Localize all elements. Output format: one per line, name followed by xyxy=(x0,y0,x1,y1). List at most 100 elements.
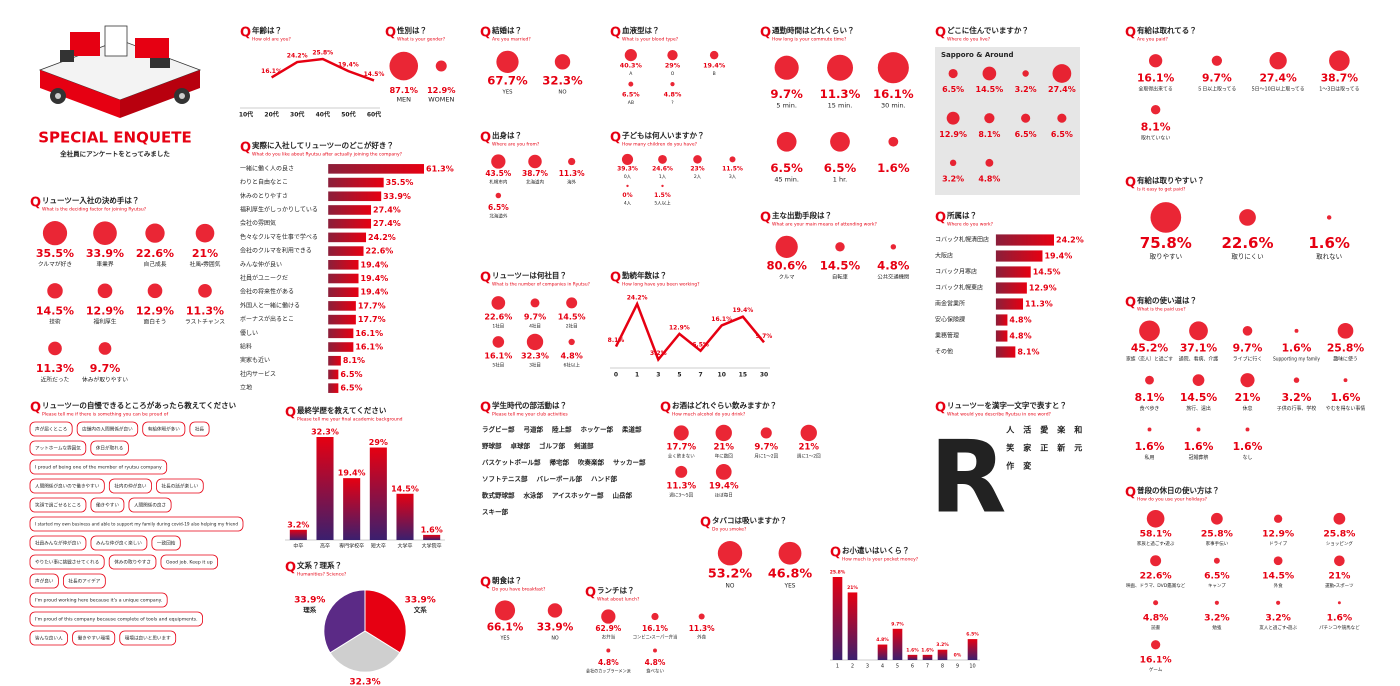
bubble xyxy=(949,159,957,167)
q-mark: Q xyxy=(830,546,841,561)
bubble xyxy=(1150,105,1161,115)
value-label: 27.4% xyxy=(1259,71,1297,84)
bubble xyxy=(198,283,212,298)
bubble xyxy=(530,298,540,308)
panel: Q 出身は？Where are you from?43.5%札幌市内38.7%北海… xyxy=(480,130,585,220)
bar xyxy=(328,177,384,188)
word: スキー部 xyxy=(482,507,509,516)
word: 笑顔で過ごせるところ xyxy=(35,502,81,509)
item-label: 3人 xyxy=(729,174,737,180)
speech-bubble xyxy=(108,554,157,570)
bubble xyxy=(890,244,897,250)
item-label: 文系 xyxy=(414,605,428,614)
word: I proud of being one of the member of ry… xyxy=(35,465,162,471)
value-label: 16.1% xyxy=(873,87,914,101)
bubble xyxy=(729,156,736,163)
bubble xyxy=(888,136,899,147)
value-label: 25.8% xyxy=(830,570,846,576)
q-mark: Q xyxy=(700,516,711,531)
x-label: 専門学校卒 xyxy=(339,543,364,550)
word: 作 xyxy=(1006,461,1014,471)
bubble xyxy=(651,612,659,621)
bubble xyxy=(1150,640,1161,650)
bar xyxy=(328,355,341,366)
value-label: 19.4% xyxy=(338,62,359,69)
bubble xyxy=(1147,427,1152,432)
subtitle: What is the deciding factor for joining … xyxy=(42,207,147,213)
speech-bubble xyxy=(29,516,244,532)
subtitle: Are you paid? xyxy=(1137,37,1168,43)
value-label: 4.8% xyxy=(1143,612,1169,623)
bubble xyxy=(568,338,575,346)
question: リューツーを漢字一文字で表すと？ xyxy=(947,400,1067,410)
bubble xyxy=(675,465,688,478)
item-label: ほぼ毎日 xyxy=(715,492,733,499)
question: 普段の休日の使い方は？ xyxy=(1137,485,1220,495)
bubble xyxy=(1240,373,1255,388)
panel: Q リューツーを漢字一文字で表すと？ What would you describe… xyxy=(929,400,1082,535)
word: 変 xyxy=(1023,461,1031,471)
q-mark: Q xyxy=(30,401,41,416)
value-label: 9.7% xyxy=(754,442,778,452)
bubble xyxy=(1276,600,1281,605)
speech-bubble xyxy=(128,497,172,513)
item-label: 全く飲まない xyxy=(668,453,695,460)
value-label: 24.2% xyxy=(627,295,648,302)
item-label: 5日～10日以上取ってる xyxy=(1252,85,1305,92)
word: 環境は良いと思います xyxy=(125,635,171,642)
item-label: ショッピング xyxy=(1326,540,1353,547)
panel: Q 結婚は？ Are you married? 67.7% YES 32.3% NO xyxy=(480,25,583,95)
subtitle: How long is your commute time? xyxy=(772,37,847,43)
value-label: 16.1% xyxy=(1140,654,1172,665)
value-label: 3.2% xyxy=(942,174,964,183)
item-label: 北海道外 xyxy=(489,213,507,220)
subtitle: How much is your pocket money? xyxy=(842,557,919,563)
speech-bubble xyxy=(29,459,168,475)
bubble xyxy=(1022,70,1029,77)
word: 笑 xyxy=(1005,443,1014,453)
bubble xyxy=(491,296,506,310)
bar xyxy=(328,287,359,298)
item-label: 車業界 xyxy=(96,260,113,268)
bar xyxy=(328,164,424,174)
value-label: 3.2% xyxy=(1204,612,1230,623)
value-label: 25.8% xyxy=(1323,528,1355,539)
x-label: 5 xyxy=(677,372,681,379)
item-label: 北海道内 xyxy=(526,179,544,186)
question: リューツー入社の決め手は？ xyxy=(42,195,139,205)
column xyxy=(423,534,441,540)
item-label: ラストチャンス xyxy=(185,319,225,326)
x-label: 3 xyxy=(866,664,869,670)
word: 休みの取りやすさ xyxy=(114,559,151,566)
question: 年齢は？ xyxy=(252,25,282,35)
word: 卓球部 xyxy=(511,441,531,450)
x-label: 7 xyxy=(698,372,702,379)
value-label: 16.1% xyxy=(355,329,383,338)
subtitle: How long have you been working? xyxy=(622,282,700,288)
bubble xyxy=(495,192,502,199)
bar-label: 優しい xyxy=(240,329,258,337)
item-label: 福利厚生 xyxy=(94,318,117,326)
value-label: 29% xyxy=(665,62,681,70)
bubble xyxy=(778,541,802,565)
value-label: 16.1% xyxy=(711,316,732,323)
panel: Q 所属は？ Where do you work? コバック札幌清田店 24.2% 大阪店… xyxy=(935,210,1084,358)
panel: Q 有給の使い道は？ What is the paid use? 45.2%家族（恋人… xyxy=(1125,295,1365,461)
word: I'm proud working here because it's a un… xyxy=(35,598,162,604)
item-label: NO xyxy=(558,89,566,95)
speech-bubble xyxy=(29,497,87,513)
bar xyxy=(328,342,354,352)
bubble xyxy=(1334,555,1345,567)
speech-bubble xyxy=(151,535,181,551)
question: お酒はどれぐらい飲みますか？ xyxy=(672,400,777,410)
speech-bubble xyxy=(90,440,129,456)
bubble xyxy=(673,425,689,441)
bar-label: ボーナスが出るとこ xyxy=(240,315,294,323)
bubble xyxy=(42,221,68,246)
item-label: ゲーム xyxy=(1149,666,1163,673)
x-label: 50代 xyxy=(341,111,355,119)
q-mark: Q xyxy=(760,26,771,41)
q-mark: Q xyxy=(760,211,771,226)
bubble xyxy=(715,424,732,442)
item-label: 休息 xyxy=(1243,405,1253,412)
